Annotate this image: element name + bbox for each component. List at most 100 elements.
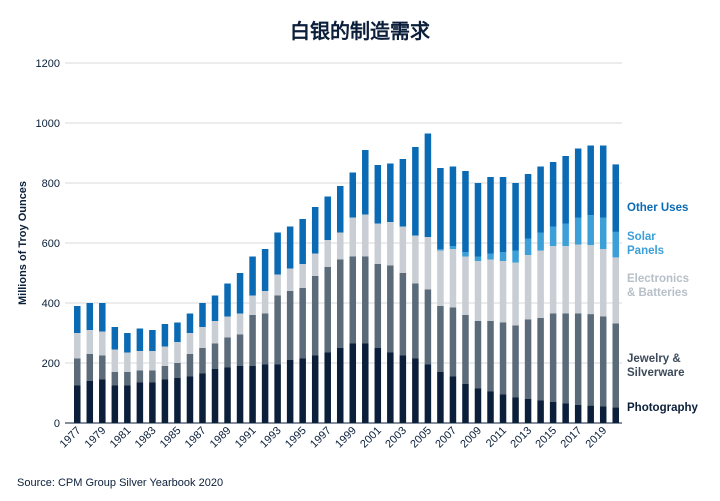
bar-segment-electronics-batteries-1988 xyxy=(211,321,219,344)
legend: Other Uses Solar Panels Electronics & Batter… xyxy=(627,202,699,414)
bar-segment-jewelry-silverware-1982 xyxy=(136,370,144,383)
bar-segment-jewelry-silverware-1991 xyxy=(249,315,256,366)
bar-segment-photography-2002 xyxy=(387,352,394,423)
bar-segment-other-uses-1981 xyxy=(124,333,131,353)
x-tick-label: 2009 xyxy=(458,425,484,451)
bar-segment-electronics-batteries-1982 xyxy=(136,351,144,371)
bar-segment-other-uses-1987 xyxy=(199,303,206,327)
bar-segment-photography-1999 xyxy=(349,343,357,423)
bar-segment-electronics-batteries-2015 xyxy=(549,246,557,314)
legend-label-line: Panels xyxy=(627,245,664,257)
bar-segment-solar-panels-2011 xyxy=(499,252,507,261)
bar-segment-electronics-batteries-1986 xyxy=(186,333,194,354)
bar-segment-electronics-batteries-2011 xyxy=(499,261,507,323)
bar-segment-jewelry-silverware-1999 xyxy=(349,256,357,344)
bar-segment-electronics-batteries-2008 xyxy=(462,256,469,315)
y-tick-label: 200 xyxy=(42,358,60,370)
bar-segment-electronics-batteries-1987 xyxy=(199,327,206,348)
legend-item: Electronics & Batteries xyxy=(627,273,689,299)
bar-segment-photography-2016 xyxy=(562,403,569,423)
bar-segment-photography-2001 xyxy=(374,348,382,423)
bar-segment-photography-2018 xyxy=(587,405,594,423)
bar-segment-jewelry-silverware-1977 xyxy=(74,358,81,386)
bar-segment-solar-panels-2012 xyxy=(512,250,519,263)
bar-segment-other-uses-2006 xyxy=(437,168,444,249)
bar-segment-jewelry-silverware-2003 xyxy=(399,273,407,356)
bar-segment-other-uses-1998 xyxy=(336,186,344,233)
bar-segment-other-uses-2015 xyxy=(549,162,557,227)
bar-segment-other-uses-2014 xyxy=(537,166,544,233)
bar-segment-electronics-batteries-2007 xyxy=(449,249,457,308)
bar-segment-solar-panels-2014 xyxy=(537,232,544,251)
bar-segment-other-uses-2012 xyxy=(512,183,519,251)
bar-segment-jewelry-silverware-2000 xyxy=(362,256,369,344)
bar-segment-photography-2003 xyxy=(399,355,407,423)
bar-segment-electronics-batteries-1985 xyxy=(174,342,181,363)
x-tick-label: 1977 xyxy=(58,425,84,451)
bar-segment-jewelry-silverware-1981 xyxy=(124,372,131,386)
x-tick-label: 1993 xyxy=(258,425,284,451)
bar-segment-other-uses-2009 xyxy=(474,183,482,257)
bar-segment-photography-2007 xyxy=(449,376,457,423)
bar-segment-electronics-batteries-2014 xyxy=(537,250,544,318)
bar-segment-jewelry-silverware-2009 xyxy=(474,321,482,389)
bar-segment-solar-panels-2007 xyxy=(449,246,457,249)
bar-segment-other-uses-2005 xyxy=(424,133,432,237)
bar-segment-other-uses-2010 xyxy=(487,177,494,254)
bar-segment-photography-2017 xyxy=(574,405,582,423)
bar-segment-electronics-batteries-1977 xyxy=(74,333,81,359)
bar-segment-photography-2011 xyxy=(499,394,507,423)
bar-segment-other-uses-2001 xyxy=(374,165,382,224)
x-tick-label: 2017 xyxy=(559,425,585,451)
bar-segment-other-uses-1989 xyxy=(224,283,231,317)
bars xyxy=(74,133,619,423)
bar-segment-jewelry-silverware-2002 xyxy=(387,265,394,353)
bar-segment-other-uses-1986 xyxy=(186,313,194,333)
bar-segment-electronics-batteries-2000 xyxy=(362,214,369,257)
bar-segment-electronics-batteries-2005 xyxy=(424,237,432,290)
bar-segment-electronics-batteries-1981 xyxy=(124,352,131,372)
bar-segment-jewelry-silverware-2005 xyxy=(424,289,432,365)
bar-segment-photography-1988 xyxy=(211,369,219,423)
bar-segment-jewelry-silverware-1990 xyxy=(236,334,244,366)
bar-segment-solar-panels-2015 xyxy=(549,226,557,246)
bar-segment-other-uses-2013 xyxy=(524,174,532,239)
y-tick-label: 1200 xyxy=(36,58,60,70)
bar-segment-other-uses-2008 xyxy=(462,171,469,252)
bar-segment-jewelry-silverware-2007 xyxy=(449,307,457,377)
bar-segment-other-uses-1995 xyxy=(299,219,306,264)
bar-segment-jewelry-silverware-1987 xyxy=(199,348,206,374)
bar-segment-photography-1990 xyxy=(236,366,244,423)
bar-segment-solar-panels-2016 xyxy=(562,223,569,246)
bar-segment-jewelry-silverware-2010 xyxy=(487,321,494,392)
bar-segment-photography-1998 xyxy=(336,348,344,423)
bar-segment-other-uses-2017 xyxy=(574,148,582,218)
x-tick-label: 2019 xyxy=(584,425,610,451)
bar-segment-jewelry-silverware-1998 xyxy=(336,259,344,348)
x-tick-label: 2003 xyxy=(383,425,409,451)
legend-label-line: Electronics xyxy=(627,273,689,285)
x-tick-label: 1989 xyxy=(208,425,234,451)
bar-segment-electronics-batteries-1979 xyxy=(99,331,106,356)
y-tick-label: 400 xyxy=(42,298,60,310)
bar-segment-photography-2000 xyxy=(362,343,369,423)
x-tick-label: 1991 xyxy=(233,425,259,451)
legend-label-line: Silverware xyxy=(627,367,685,379)
bar-segment-solar-panels-2020 xyxy=(612,231,619,258)
bar-segment-jewelry-silverware-2020 xyxy=(612,323,619,408)
bar-segment-other-uses-1992 xyxy=(261,249,269,291)
bar-segment-other-uses-2018 xyxy=(587,145,594,216)
bar-segment-photography-2004 xyxy=(412,358,419,423)
bar-segment-jewelry-silverware-2016 xyxy=(562,313,569,404)
bar-segment-photography-2012 xyxy=(512,397,519,423)
legend-item: Jewelry & Silverware xyxy=(627,353,685,379)
bar-segment-photography-2010 xyxy=(487,391,494,423)
bar-segment-other-uses-2003 xyxy=(399,159,407,227)
bar-segment-solar-panels-2009 xyxy=(474,256,482,261)
bar-segment-electronics-batteries-1995 xyxy=(299,264,306,288)
bar-segment-photography-1983 xyxy=(149,382,156,423)
legend-item: Other Uses xyxy=(627,202,688,214)
bar-segment-photography-2020 xyxy=(612,407,619,423)
bar-segment-electronics-batteries-1984 xyxy=(161,346,169,366)
bar-segment-electronics-batteries-2003 xyxy=(399,226,407,273)
